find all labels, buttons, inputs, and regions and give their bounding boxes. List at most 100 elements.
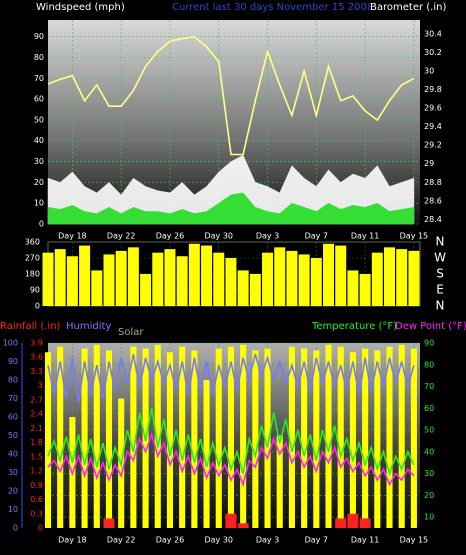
bar xyxy=(103,254,115,306)
bar xyxy=(398,344,405,528)
x-tick-label: Day 15 xyxy=(400,232,429,241)
y-tick-label: 80 xyxy=(34,53,44,62)
y-tick-label: 100 xyxy=(3,339,18,348)
y2-tick-label: 29.4 xyxy=(424,122,442,131)
bar xyxy=(310,258,322,306)
bar xyxy=(374,350,381,528)
area xyxy=(47,192,415,225)
bar xyxy=(115,250,127,306)
y-tick-label: 360 xyxy=(25,238,40,247)
y-tick-label: 40 xyxy=(8,450,18,459)
y2-tick-label: W xyxy=(434,251,446,265)
bar xyxy=(347,513,359,528)
y-tick-label: 0 xyxy=(13,524,18,533)
x-tick-label: Day 11 xyxy=(351,232,380,241)
y-tick-label: 20 xyxy=(8,487,18,496)
bar xyxy=(252,350,259,528)
bar xyxy=(127,247,139,306)
bar xyxy=(337,346,344,528)
y2-tick-label: N xyxy=(436,299,445,313)
legend-humidity: Humidity xyxy=(66,321,111,332)
y2-tick-label: 30.4 xyxy=(424,29,442,38)
bar xyxy=(298,254,310,306)
y2-tick-label: 29.2 xyxy=(424,141,442,150)
x-tick-label: Day 30 xyxy=(204,232,233,241)
bar xyxy=(240,344,247,528)
bar xyxy=(237,270,249,306)
y-tick-label: 60 xyxy=(34,95,44,104)
legend-solar: Solar xyxy=(118,327,144,338)
legend-dew-point: Dew Point (°F) xyxy=(395,321,466,332)
bar xyxy=(384,247,395,306)
x-tick-label: Day 3 xyxy=(256,536,279,545)
legend-rainfall: Rainfall (.in) xyxy=(0,321,61,332)
y3-tick-label: 1.2 xyxy=(30,467,43,476)
bar xyxy=(335,518,347,528)
y2-tick-label: 30 xyxy=(424,67,434,76)
y-tick-label: 30 xyxy=(34,157,44,166)
x-tick-label: Day 7 xyxy=(305,536,328,545)
y-tick-label: 90 xyxy=(34,32,44,41)
x-tick-label: Day 18 xyxy=(58,232,87,241)
y-tick-label: 40 xyxy=(34,136,44,145)
y-tick-label: 10 xyxy=(34,199,44,208)
bar xyxy=(57,346,64,528)
bar xyxy=(54,249,66,306)
line xyxy=(47,353,415,403)
y2-tick-label: 20 xyxy=(424,491,434,500)
y-tick-label: 70 xyxy=(34,74,44,83)
bar xyxy=(408,250,420,306)
x-tick-label: Day 26 xyxy=(156,232,185,241)
bar xyxy=(103,518,115,528)
bar xyxy=(191,350,198,528)
y-tick-label: 30 xyxy=(8,468,18,477)
bar xyxy=(152,252,164,306)
bar xyxy=(227,346,234,528)
y-tick-label: 180 xyxy=(25,270,40,279)
line xyxy=(47,431,415,488)
y2-tick-label: 90 xyxy=(424,339,434,348)
y2-tick-label: 30 xyxy=(424,469,434,478)
y3-tick-label: 0.6 xyxy=(30,495,43,504)
bar xyxy=(66,256,78,306)
x-tick-label: Day 11 xyxy=(351,536,380,545)
y2-tick-label: 28.6 xyxy=(424,196,442,205)
y-tick-label: 90 xyxy=(30,286,40,295)
y-tick-label: 0 xyxy=(35,302,40,311)
y3-tick-label: 2.4 xyxy=(30,410,43,419)
y-tick-label: 10 xyxy=(8,505,18,514)
bar xyxy=(154,344,161,528)
x-tick-label: Day 22 xyxy=(107,536,136,545)
y2-tick-label: 29 xyxy=(424,159,434,168)
bar xyxy=(164,249,176,306)
x-tick-label: Day 18 xyxy=(58,536,87,545)
y3-tick-label: 0.3 xyxy=(30,509,43,518)
y-tick-label: 60 xyxy=(8,413,18,422)
y-tick-label: 0 xyxy=(39,220,44,229)
line xyxy=(47,35,415,156)
bar xyxy=(203,380,210,528)
bar xyxy=(335,245,347,306)
y3-tick-label: 2.7 xyxy=(30,395,43,404)
area xyxy=(47,154,415,225)
bar xyxy=(201,245,213,306)
bar xyxy=(225,258,237,306)
wind-axis-title: Windspeed (mph) xyxy=(36,2,125,13)
y-tick-label: 20 xyxy=(34,178,44,187)
chart-title: Current last 30 days November 15 2008 xyxy=(172,2,373,13)
bar xyxy=(79,245,91,306)
bar xyxy=(323,243,335,306)
bar xyxy=(410,348,417,528)
bar xyxy=(301,348,308,528)
bar xyxy=(349,352,356,528)
bar xyxy=(347,270,359,306)
y3-tick-label: 3.6 xyxy=(30,353,43,362)
bar xyxy=(362,348,369,528)
y3-tick-label: 1.5 xyxy=(30,452,43,461)
bar xyxy=(188,243,200,306)
y-tick-label: 50 xyxy=(34,115,44,124)
y-tick-label: 80 xyxy=(8,376,18,385)
bar xyxy=(286,250,298,306)
y2-tick-label: 28.4 xyxy=(424,215,442,224)
